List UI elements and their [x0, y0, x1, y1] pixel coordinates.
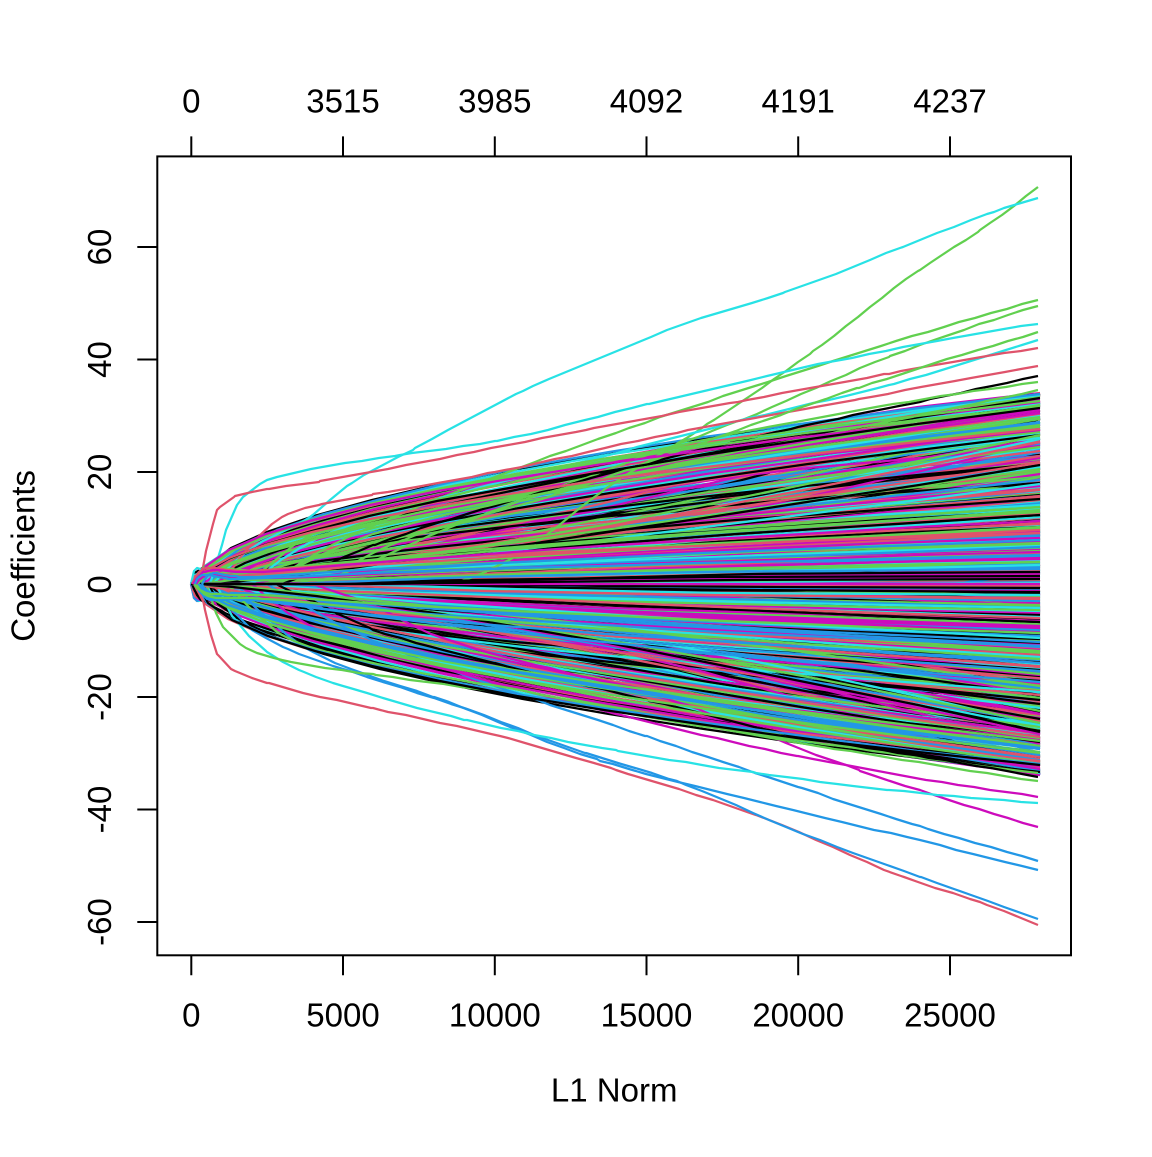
svg-text:5000: 5000 [306, 997, 379, 1034]
svg-text:10000: 10000 [449, 997, 541, 1034]
svg-text:-20: -20 [81, 673, 118, 721]
svg-text:Coefficients: Coefficients [5, 470, 42, 642]
svg-text:15000: 15000 [601, 997, 693, 1034]
svg-text:3985: 3985 [458, 83, 531, 120]
svg-text:20000: 20000 [752, 997, 844, 1034]
svg-text:3515: 3515 [306, 83, 379, 120]
svg-text:60: 60 [81, 229, 118, 266]
svg-text:4237: 4237 [913, 83, 986, 120]
svg-text:40: 40 [81, 341, 118, 378]
svg-text:-60: -60 [81, 898, 118, 946]
svg-text:L1 Norm: L1 Norm [551, 1072, 678, 1109]
svg-text:0: 0 [182, 997, 200, 1034]
svg-text:25000: 25000 [904, 997, 996, 1034]
svg-text:4191: 4191 [761, 83, 834, 120]
svg-text:-40: -40 [81, 786, 118, 834]
svg-text:20: 20 [81, 454, 118, 491]
svg-text:0: 0 [81, 575, 118, 593]
svg-text:4092: 4092 [610, 83, 683, 120]
svg-text:0: 0 [182, 83, 200, 120]
